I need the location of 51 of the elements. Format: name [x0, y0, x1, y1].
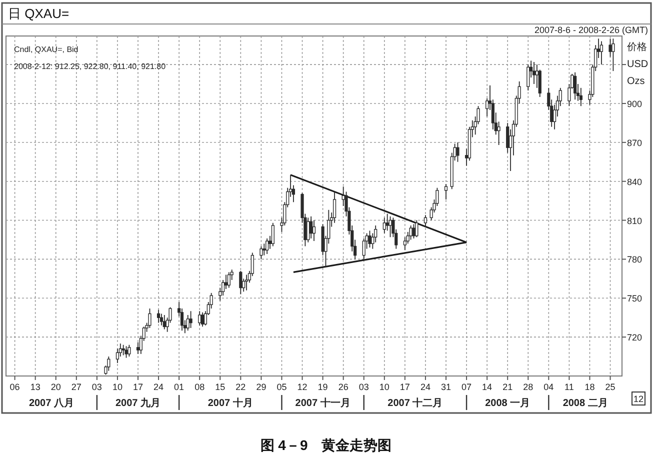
x-tick-label: 04 [544, 382, 554, 392]
x-tick-label: 21 [502, 382, 513, 392]
x-tick-label: 29 [256, 382, 266, 392]
text: 2007 八月 [28, 397, 74, 409]
x-tick-label: 26 [338, 382, 348, 392]
x-tick-label: 03 [358, 382, 369, 392]
x-tick-label: 17 [132, 382, 144, 392]
x-tick-label: 19 [318, 382, 328, 392]
chart-title: 日 QXAU= [8, 6, 70, 21]
x-tick-label: 10 [112, 382, 122, 392]
x-tick-label: 22 [236, 382, 246, 392]
text: 2007 十月 [208, 397, 253, 409]
text: 2008 一月 [485, 398, 530, 409]
y-tick-label: 720 [627, 332, 642, 343]
y-tick-label: 870 [627, 138, 642, 148]
x-tick-label: 20 [50, 382, 61, 392]
y-tick-label: 750 [627, 294, 642, 304]
x-tick-label: 13 [30, 382, 40, 392]
y-tick-label: 780 [627, 254, 642, 265]
x-tick-label: 03 [92, 382, 102, 392]
x-tick-label: 27 [71, 382, 82, 392]
x-tick-label: 12 [297, 382, 308, 392]
x-tick-label: 17 [400, 382, 410, 392]
x-tick-label: 08 [194, 382, 205, 392]
x-tick-label: 28 [523, 382, 534, 392]
y-tick-label: 810 [627, 216, 642, 226]
x-tick-label: 24 [154, 382, 164, 392]
y-axis-title: 价格 USD Ozs [626, 41, 648, 87]
annotation: 2008-2-12: 912.25, 922.80, 911.40, 921.80 [14, 62, 166, 71]
x-tick-label: 01 [174, 382, 184, 392]
x-tick-label: 24 [420, 382, 430, 392]
text: 12 [633, 394, 644, 404]
annotation: Cndl, QXAU=, Bid [14, 45, 78, 54]
text: 2007 九月 [115, 397, 161, 409]
x-tick-label: 05 [276, 382, 287, 392]
x-tick-label: 31 [440, 382, 452, 392]
x-tick-label: 07 [462, 382, 472, 392]
y-tick-label: 840 [627, 176, 642, 187]
text: 2008 二月 [562, 398, 608, 409]
text: 2007 十一月 [295, 397, 350, 409]
x-tick-label: 18 [584, 382, 595, 392]
x-tick-label: 15 [215, 382, 226, 392]
chart-subtitle: 2007-8-6 - 2008-2-26 (GMT) [534, 25, 648, 35]
x-tick-label: 25 [605, 382, 616, 392]
caption: 图 4－9 黄金走势图 [260, 437, 392, 453]
x-tick-label: 06 [10, 382, 20, 392]
x-tick-label: 10 [379, 382, 390, 392]
x-tick-label: 11 [564, 382, 574, 392]
text: 2007 十二月 [388, 397, 443, 409]
y-tick-label: 900 [627, 98, 642, 109]
x-tick-label: 14 [482, 382, 492, 392]
